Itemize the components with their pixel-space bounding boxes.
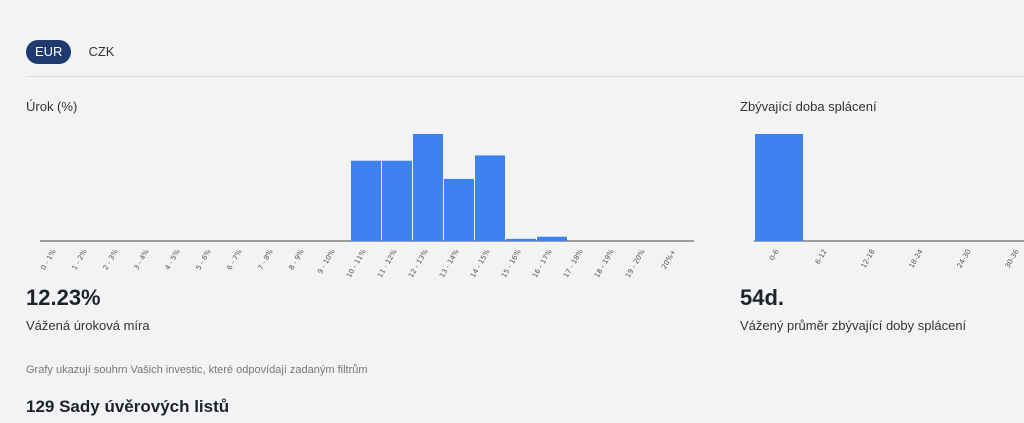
tick-label: 14 - 15% — [469, 248, 492, 280]
tick-label: 3 - 4% — [133, 248, 151, 272]
tick-label: 6 - 7% — [226, 248, 244, 272]
weighted-interest-label: Vážená úroková míra — [26, 318, 150, 333]
term-histogram: 0-6 6-12 12-18 18-24 24-30 30-36 — [754, 134, 1024, 270]
tick-label: 30-36 — [1004, 248, 1021, 270]
weighted-term-value: 54d. — [740, 285, 785, 310]
tick-label: 15 - 16% — [500, 248, 523, 280]
weighted-term-label: Vážený průměr zbývající doby splácení — [740, 318, 967, 333]
bar-16-17- — [537, 236, 567, 241]
tick-label: 1 - 2% — [71, 248, 89, 272]
loan-sets-title: 129 Sady úvěrových listů — [26, 397, 230, 416]
bar-10-11- — [351, 160, 381, 241]
weighted-interest-value: 12.23% — [26, 285, 101, 310]
tick-label: 0-6 — [768, 248, 781, 262]
tick-label: 2 - 3% — [102, 248, 120, 272]
bar-11-12- — [382, 160, 412, 241]
tick-label: 17 - 18% — [562, 248, 585, 280]
tick-label: 18-24 — [908, 248, 925, 270]
tick-label: 6-12 — [814, 248, 829, 266]
term-chart-title: Zbývající doba splácení — [740, 99, 877, 114]
bar-15-16- — [506, 238, 536, 241]
tab-eur[interactable]: EUR — [26, 40, 72, 64]
tick-label: 7 - 8% — [257, 248, 275, 272]
charts-footnote: Grafy ukazují souhrn Vašich investic, kt… — [26, 364, 368, 376]
tick-label: 5 - 6% — [195, 248, 213, 272]
tick-label: 12 - 13% — [407, 248, 430, 280]
tick-label: 19 - 20% — [624, 248, 647, 280]
tick-label: 18 - 19% — [593, 248, 616, 280]
tick-label: 8 - 9% — [288, 248, 306, 272]
tick-label: 11 - 12% — [376, 248, 399, 280]
tick-label: 13 - 14% — [438, 248, 461, 280]
tick-label: 9 - 10% — [316, 248, 337, 276]
bar-13-14- — [444, 178, 474, 241]
bar-0-6 — [755, 134, 803, 241]
tick-label: 0 - 1% — [40, 248, 58, 272]
tick-label: 20%+ — [660, 248, 678, 271]
currency-tabs: EUR CZK — [26, 40, 123, 64]
divider — [26, 76, 1024, 77]
bar-14-15- — [475, 155, 505, 241]
tick-label: 10 - 11% — [345, 248, 368, 280]
interest-histogram: 0 - 1% 1 - 2% 2 - 3% 3 - 4% 4 - 5% 5 - 6% 6 - … — [40, 134, 694, 280]
bar-12-13- — [413, 134, 443, 241]
tab-czk[interactable]: CZK — [88, 44, 115, 59]
interest-chart-title: Úrok (%) — [26, 99, 78, 114]
tick-label: 12-18 — [860, 248, 877, 270]
tick-label: 24-30 — [956, 248, 973, 270]
tick-label: 16 - 17% — [531, 248, 554, 280]
tick-label: 4 - 5% — [164, 248, 182, 272]
